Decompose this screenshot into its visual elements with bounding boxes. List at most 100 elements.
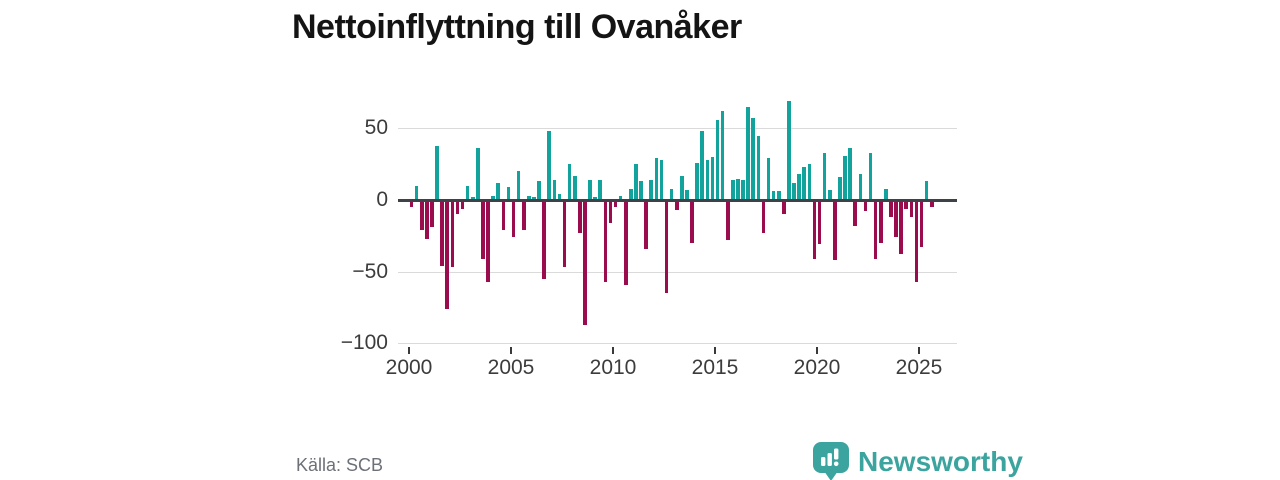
bar-2025Q3 [929,200,934,208]
bar-2016Q2 [741,179,745,200]
bar-2025Q2 [924,181,929,200]
y-tick-label: 0 [376,188,388,211]
bar-2008Q2 [578,200,582,233]
bar-2021Q4 [853,200,858,226]
bar-2011Q3 [644,200,648,249]
bar-2018Q4 [792,182,796,200]
bar-2006Q2 [537,181,541,200]
bar-2006Q3 [542,200,546,279]
x-tick-mark [408,347,410,354]
bar-2017Q4 [771,191,776,200]
bar-2000Q4 [425,200,429,239]
bar-2005Q4 [527,195,531,200]
bar-2020Q3 [827,189,832,200]
bar-2017Q2 [761,200,766,233]
x-tick-label: 2025 [895,356,943,379]
bar-2019Q3 [807,164,812,200]
bar-2017Q3 [766,158,771,200]
bar-2002Q1 [450,200,455,268]
bar-2008Q3 [583,200,587,325]
bar-2000Q3 [419,200,424,231]
bar-2005Q2 [516,171,521,200]
bar-2021Q3 [848,148,852,200]
gridline [398,271,957,273]
bar-2004Q4 [506,187,511,200]
bar-2011Q4 [649,179,654,200]
bar-2001Q3 [440,200,444,266]
bar-2022Q3 [868,152,873,200]
bar-2007Q2 [557,194,562,200]
bar-2003Q2 [476,148,480,200]
bar-2025Q1 [919,200,924,248]
x-tick-mark [510,347,512,354]
bar-2018Q3 [787,101,791,200]
bar-2001Q2 [435,145,439,200]
bar-2012Q4 [669,188,674,200]
bar-2019Q4 [812,200,817,259]
x-tick-label: 2020 [793,356,841,379]
bar-2015Q2 [720,111,725,200]
bar-2016Q3 [746,106,750,200]
bar-2022Q2 [863,200,868,212]
bar-2001Q4 [445,200,450,309]
bar-2000Q1 [409,200,414,208]
bar-2011Q1 [634,164,638,200]
bar-2024Q3 [909,200,914,218]
bar-2004Q2 [496,182,501,200]
bar-2007Q4 [567,164,572,200]
zero-axis-line [398,198,957,202]
bar-2014Q4 [710,157,715,200]
bar-2004Q3 [501,200,506,231]
x-tick-mark [714,347,716,354]
y-tick-label: 50 [364,116,388,140]
bar-2015Q3 [725,200,730,241]
bar-2019Q2 [802,167,807,200]
bar-2010Q4 [629,188,633,200]
bar-2023Q3 [889,200,893,218]
bar-2003Q3 [481,200,485,259]
bar-2013Q3 [685,189,689,200]
bar-2022Q1 [858,174,863,200]
bar-2007Q1 [552,179,557,200]
bar-2016Q1 [736,178,740,200]
gridline [398,343,957,345]
bar-2012Q2 [659,159,664,200]
bar-2011Q2 [639,181,643,200]
x-tick-mark [816,347,818,354]
bar-2023Q4 [894,200,898,238]
bar-2014Q2 [700,131,705,200]
bar-2023Q2 [884,188,888,200]
bar-2024Q4 [914,200,919,282]
bar-2015Q4 [731,179,735,200]
bar-2012Q3 [664,200,669,294]
x-tick-label: 2010 [589,356,637,379]
bar-2001Q1 [430,200,434,228]
y-tick-label: −50 [352,259,388,283]
bar-2024Q2 [904,200,909,209]
bar-2004Q1 [491,195,495,200]
bar-2010Q1 [613,200,618,208]
bar-2002Q3 [460,200,465,209]
bar-2015Q1 [715,119,720,200]
bar-2014Q3 [705,159,710,200]
x-tick-mark [612,347,614,354]
bar-2010Q2 [618,195,623,200]
bar-2013Q1 [674,200,679,211]
bar-2003Q4 [486,200,490,282]
bar-2017Q1 [756,135,761,200]
chart-title: Nettoinflyttning till Ovanåker [292,8,742,46]
bar-2007Q3 [562,200,567,268]
bar-2021Q2 [843,155,847,200]
bar-2014Q1 [695,162,699,200]
x-tick-label: 2005 [487,356,535,379]
bar-2010Q3 [623,200,628,285]
gridline [398,128,957,130]
x-tick-label: 2000 [385,356,433,379]
bar-2020Q1 [817,200,822,245]
brand-logo: Newsworthy [813,442,1023,480]
bar-2009Q3 [603,200,608,282]
x-tick-label: 2015 [691,356,739,379]
bar-2005Q3 [521,200,526,231]
bar-2020Q4 [833,200,837,261]
